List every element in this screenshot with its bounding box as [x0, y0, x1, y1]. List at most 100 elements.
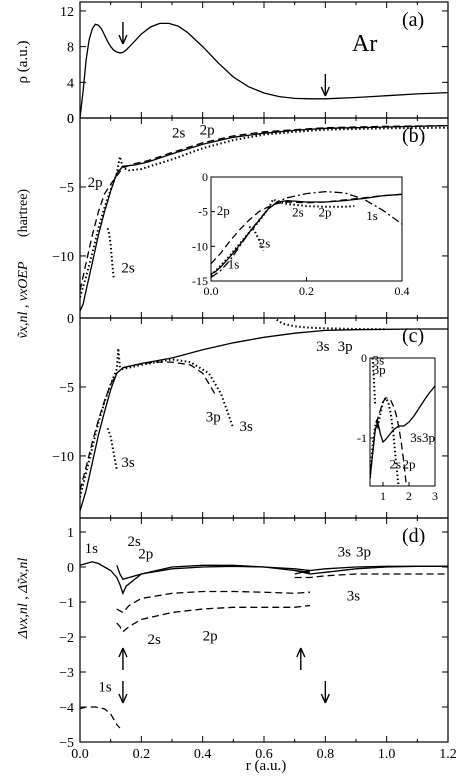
panel-a-frame: [79, 1, 449, 119]
panel-c-inset-series-label-2: 3s: [410, 430, 422, 445]
panel-b-series-label-2: 2p: [88, 175, 103, 191]
panel-c-inset-xtick-label-2: 3: [432, 489, 438, 503]
panel-d-series-label-0: 1s: [85, 541, 99, 557]
panel-b-inset-ytick-label-0: 0: [202, 170, 208, 184]
panel-d-ytick-label-5: 0: [67, 561, 74, 576]
panel-c-label: (c): [402, 325, 424, 347]
panel-c-series-label-0: 3s: [316, 339, 330, 355]
panel-c-inset-ytick-label-0: 0: [361, 351, 367, 365]
panel-d-ytick-label-0: −5: [59, 736, 74, 751]
panel-b-inset-xtick-label-2: 0.4: [395, 284, 410, 298]
panel-b-inset-ytick-label-1: -5: [198, 205, 208, 219]
panel-d-arrow-up-0: [118, 647, 128, 670]
x-tick-label-1: 0.2: [133, 747, 151, 762]
panel-c-ytick-label-1: −5: [59, 381, 74, 396]
panel-c-series-5-line: [272, 318, 387, 331]
panel-b-series-label-3: 2s: [121, 260, 134, 276]
panel-b-inset-series-label-3: 2s: [292, 205, 304, 220]
panel-b-series-3-line: [80, 126, 448, 298]
panel-b-inset-frame: [210, 176, 403, 282]
panel-c-inset-series-label-0: 3s: [373, 352, 385, 367]
panel-c-inset-series-1-line: [370, 385, 435, 479]
panel-d-series-label-7: 3s: [347, 588, 361, 604]
x-tick-label-6: 1.2: [439, 747, 457, 762]
panel-b-inset-series-5-line: [211, 190, 402, 279]
panel-b-inset-xtick-label-0: 0.0: [204, 284, 219, 298]
panel-d-series-6-line: [116, 590, 311, 614]
panel-b-ytick-label-2: 0: [67, 112, 74, 127]
panel-c-ytick-label-0: −10: [52, 450, 74, 465]
panel-d-frame: [79, 517, 449, 743]
panel-c-inset-series-2-line: [370, 397, 408, 486]
x-tick-label-3: 0.6: [255, 747, 273, 762]
y-axis-label-d: Δvx,nl , Δṽx,nl: [16, 558, 31, 640]
panel-d-series-label-8: 1s: [98, 679, 112, 695]
panel-c-inset-xtick-label-0: 1: [380, 489, 386, 503]
panel-a-ytick-label-0: 0: [67, 112, 74, 127]
panel-a-arrow-down-0: [118, 22, 128, 45]
x-tick-label-4: 0.8: [317, 747, 335, 762]
panel-b-inset-series-label-5: 1s: [366, 208, 378, 223]
panel-c-series-2-line: [80, 361, 216, 491]
panel-b-inset-ytick-label-2: -10: [192, 239, 208, 253]
panel-b-inset-series-1-line: [211, 193, 402, 275]
panel-b-label: (b): [402, 125, 425, 147]
panel-d-series-label-3: 2s: [147, 632, 161, 648]
panel-c-series-label-1: 3p: [338, 339, 353, 355]
panel-b-ytick-label-1: −5: [59, 181, 74, 196]
panel-c-inset-frame: [369, 357, 436, 487]
panel-d-series-label-5: 3s: [338, 545, 352, 561]
x-tick-label-5: 1.0: [378, 747, 396, 762]
panel-d-series-label-4: 2p: [203, 629, 218, 645]
panel-c-series-label-3: 3s: [239, 419, 253, 435]
x-axis-label: r (a.u.): [246, 758, 286, 774]
panel-d-series-label-6: 3p: [356, 545, 371, 561]
panel-b-series-1-line: [80, 124, 448, 312]
element-label: Ar: [352, 31, 377, 57]
panel-a-label: (a): [402, 9, 424, 31]
panel-d-series-8-line: [80, 706, 121, 729]
panel-d-label: (d): [402, 525, 425, 547]
y-axis-label-b-unit: (hartree): [16, 189, 31, 238]
panel-c-series-label-2: 3p: [206, 409, 221, 425]
panel-d-series-4-line: [294, 565, 448, 575]
panel-b-inset-series-label-2: 1s: [228, 257, 240, 272]
panel-d-series-5-line: [116, 604, 311, 633]
panel-d-series-7-line: [294, 573, 448, 579]
panel-b-ytick-label-0: −10: [52, 250, 74, 265]
panel-b-series-label-1: 2p: [200, 123, 215, 139]
panel-b-inset-series-3-line: [211, 197, 355, 277]
panel-b-inset-xtick-label-1: 0.2: [299, 284, 314, 298]
panel-d-ytick-label-3: −2: [59, 631, 74, 646]
panel-c-series-4-line: [106, 427, 118, 470]
panel-d-series-label-1: 2s: [128, 534, 141, 550]
panel-a-ytick-label-3: 12: [60, 5, 74, 20]
y-axis-label-a: ρ (a.u.): [15, 41, 31, 84]
panel-d-arrow-up-1: [296, 647, 306, 670]
panel-c-series-3-line: [80, 348, 235, 498]
panel-d-ytick-label-4: −1: [59, 596, 74, 611]
panel-c-inset-ytick-label-1: -1: [357, 431, 367, 445]
panel-c-series-label-4: 3s: [121, 455, 134, 471]
panel-a-ytick-label-2: 8: [67, 41, 74, 56]
panel-b-series-label-0: 2s: [172, 125, 186, 141]
panel-a-ytick-label-1: 4: [67, 76, 74, 91]
panel-b-inset-series-label-0: 2p: [217, 203, 230, 218]
panel-d-ytick-label-6: 1: [67, 526, 74, 541]
panel-d-ytick-label-2: −3: [59, 666, 74, 681]
panel-d-arrow-down-1: [320, 681, 330, 704]
panel-b-series-2-line: [80, 124, 448, 291]
panel-b-inset-series-2-line: [211, 193, 402, 265]
panel-d-series-2-line: [116, 565, 311, 581]
y-axis-label-c: ṽx,nl , vxOEP: [16, 261, 31, 338]
x-tick-label-2: 0.4: [194, 747, 212, 762]
panel-b-inset-series-label-4: 2p: [318, 205, 331, 220]
panel-c-inset-series-label-5: 2p: [403, 456, 416, 471]
panel-a-series-1-line: [80, 22, 448, 118]
panel-c-inset-series-4-line: [371, 358, 377, 407]
panel-c-inset-series-label-1: 3p: [373, 362, 386, 377]
panel-b-inset-ytick-label-3: -15: [192, 274, 208, 288]
panel-c-ytick-label-2: 0: [67, 312, 74, 327]
x-tick-label-0: 0.0: [71, 747, 89, 762]
